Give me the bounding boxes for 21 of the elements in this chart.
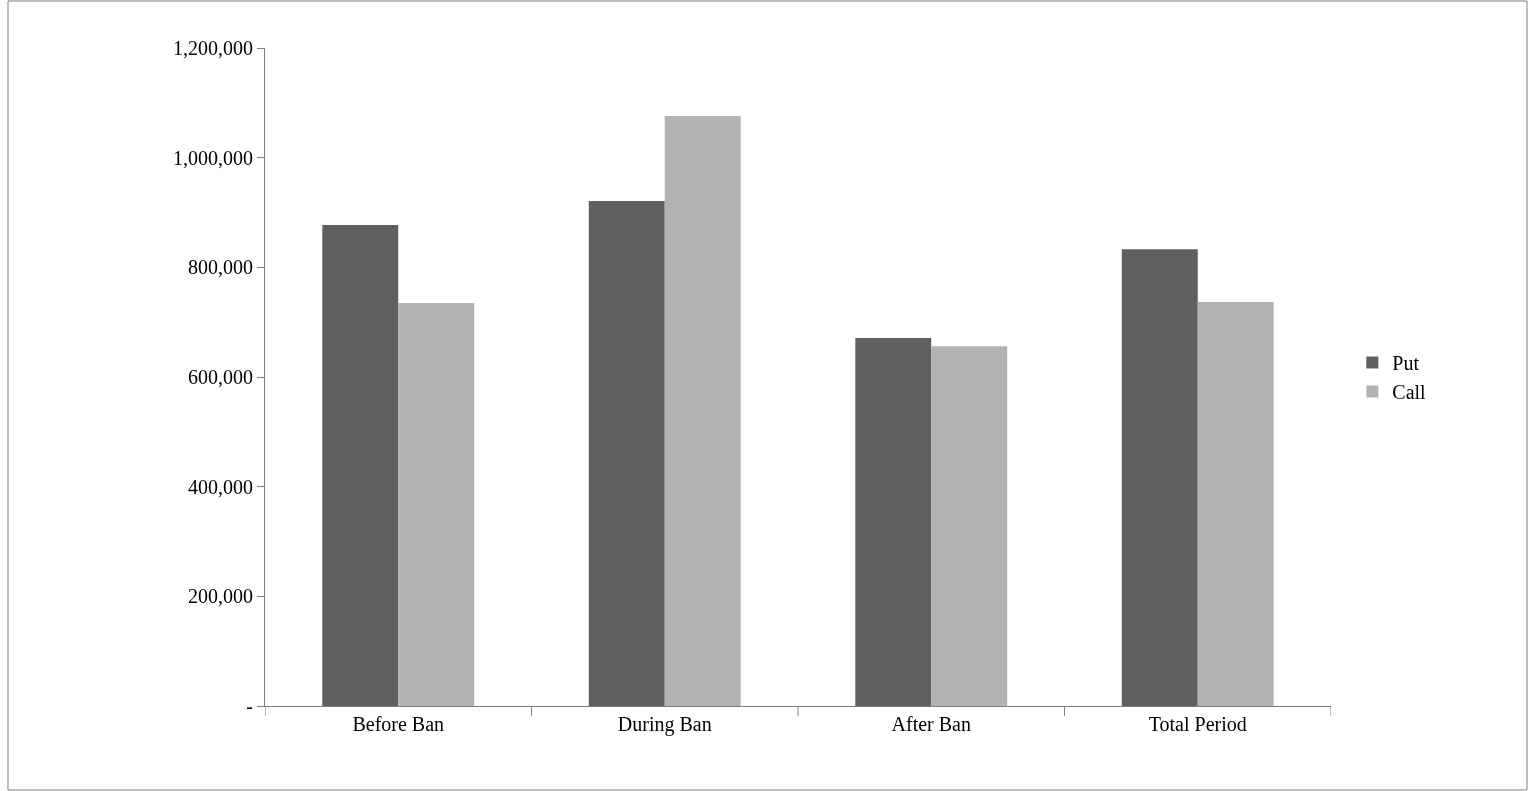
bar (1197, 301, 1274, 706)
y-tick-label: 400,000 (188, 475, 253, 498)
bar (1121, 249, 1198, 706)
bar (855, 338, 932, 706)
x-tick-label: Before Ban (352, 713, 445, 735)
x-tick-label: Total Period (1148, 713, 1247, 735)
y-tick-label: 200,000 (188, 585, 253, 608)
y-tick-label: - (246, 695, 253, 717)
legend-label: Call (1392, 381, 1427, 404)
x-tick-label: During Ban (617, 713, 712, 736)
y-tick-label: 1,000,000 (173, 146, 253, 169)
bar (931, 346, 1008, 706)
bar (588, 200, 665, 706)
x-tick-label: After Ban (891, 713, 971, 735)
legend-label: Put (1392, 352, 1420, 375)
y-tick-label: 1,200,000 (173, 37, 253, 59)
bar (398, 302, 475, 706)
y-tick-label: 600,000 (188, 366, 253, 388)
y-tick-label: 800,000 (188, 256, 253, 279)
bar (322, 225, 399, 706)
bar (664, 115, 741, 706)
